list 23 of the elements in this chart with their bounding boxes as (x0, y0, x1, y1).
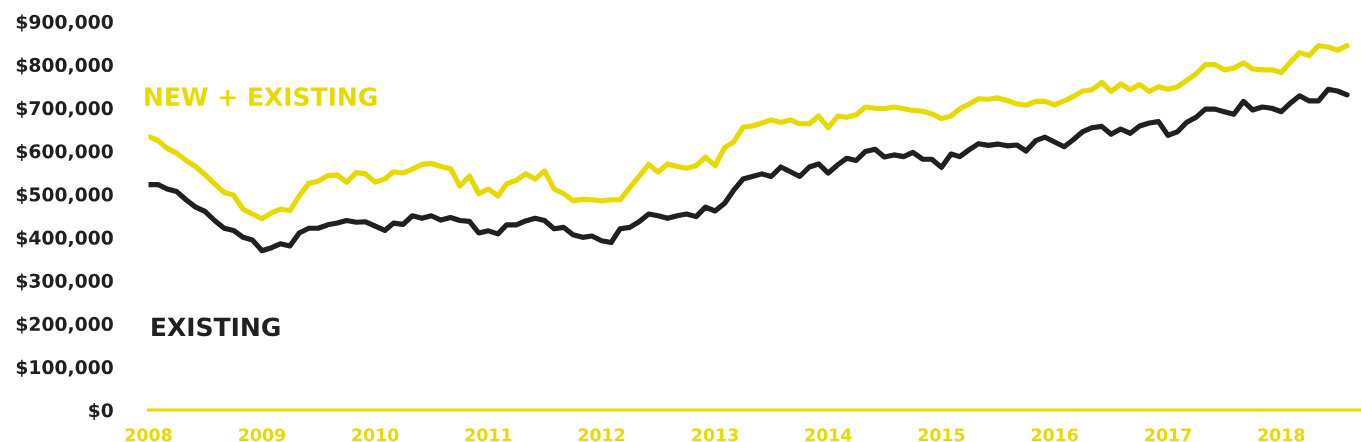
y-tick-label: $300,000 (16, 273, 113, 291)
y-tick-label: $200,000 (16, 316, 113, 334)
x-tick-label: 2016 (1031, 428, 1078, 442)
y-tick-label: $800,000 (16, 57, 113, 75)
x-tick-label: 2010 (352, 428, 399, 442)
text: EXISTING (152, 317, 280, 337)
y-tick-label: $700,000 (16, 100, 113, 118)
x-tick-label: 2017 (1145, 428, 1191, 442)
x-tick-label: 2008 (125, 428, 172, 442)
x-tick-label: 2009 (239, 428, 286, 442)
y-tick-label: $400,000 (16, 230, 113, 248)
y-tick-label: $900,000 (16, 14, 113, 32)
x-tick-label: 2014 (805, 428, 852, 442)
x-tick-label: 2012 (578, 428, 625, 442)
y-tick-label: $500,000 (16, 187, 113, 205)
y-tick-label: $100,000 (16, 359, 113, 377)
x-tick-label: 2018 (1258, 428, 1305, 442)
x-tick-label: 2013 (692, 428, 738, 442)
series-label: NEW + EXISTING (145, 87, 377, 107)
x-tick-label: 2015 (918, 428, 965, 442)
y-tick-label: $0 (89, 402, 113, 420)
x-tick-label: 2011 (465, 428, 512, 442)
y-tick-label: $600,000 (16, 143, 113, 161)
